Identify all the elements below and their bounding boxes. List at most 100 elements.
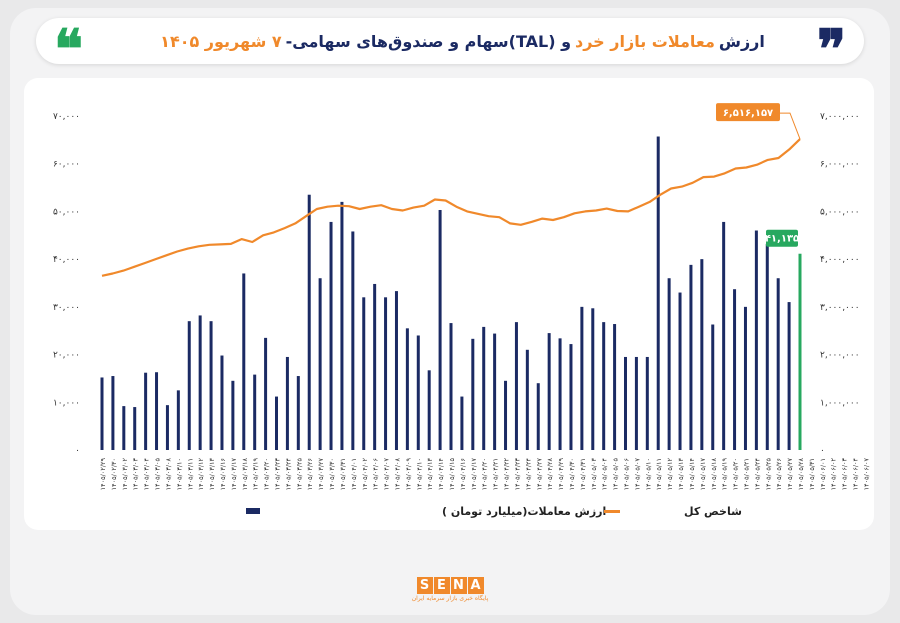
logo-letter: A [467, 577, 484, 594]
x-tick-label: ۱۴۰۵/۰۴/۲۴ [524, 457, 532, 490]
x-tick-label: ۱۴۰۵/۰۵/۰۴ [601, 457, 609, 490]
callouts: ۴۱,۱۳۵ ۶,۵۱۶,۱۵۷ [716, 103, 801, 247]
x-tick-label: ۱۴۰۵/۰۵/۱۴ [688, 457, 696, 490]
x-tick-label: ۱۴۰۵/۰۵/۱۸ [710, 457, 718, 490]
x-tick-label: ۱۴۰۵/۰۲/۳۰ [110, 458, 118, 490]
right-tick-label: ۶,۰۰۰,۰۰۰ [820, 160, 860, 170]
last-bar-callout-label: ۴۱,۱۳۵ [765, 234, 799, 245]
right-axis: ۰ ۱,۰۰۰,۰۰۰ ۲,۰۰۰,۰۰۰ ۳,۰۰۰,۰۰۰ ۴,۰۰۰,۰۰۰ ۵,۰… [820, 112, 860, 456]
x-tick-label: ۱۴۰۵/۰۳/۱۲ [197, 457, 205, 490]
bar [296, 376, 300, 450]
bar [558, 338, 562, 450]
x-tick-label: ۱۴۰۵/۰۵/۱۲ [666, 457, 674, 490]
logo-letter: E [433, 577, 450, 594]
x-tick-label: ۱۴۰۵/۰۳/۰۸ [164, 457, 172, 490]
bar [144, 372, 148, 450]
bar [176, 390, 180, 450]
left-tick-label: ۱۰,۰۰۰ [53, 398, 80, 408]
x-tick-label: ۱۴۰۵/۰۶/۰۷ [862, 457, 870, 490]
x-tick-label: ۱۴۰۵/۰۴/۲۸ [546, 457, 554, 490]
bar [329, 221, 333, 450]
title-part-1: ارزش [718, 31, 765, 51]
bar [667, 278, 671, 450]
bar [460, 396, 464, 450]
bar [449, 323, 453, 450]
bar [340, 201, 344, 450]
left-tick-label: ۷۰,۰۰۰ [53, 112, 80, 122]
bar [373, 283, 377, 450]
bar [438, 209, 442, 450]
bar [187, 321, 191, 450]
quote-close-icon: ❞ [816, 17, 846, 81]
bar [798, 253, 802, 450]
x-tick-label: ۱۴۰۵/۰۴/۱۷ [470, 457, 478, 490]
logo-letter: N [450, 577, 467, 594]
x-tick-label: ۱۴۰۵/۰۲/۲۹ [99, 457, 107, 490]
logo-subtitle: پایگاه خبری بازار سرمایه ایران [411, 595, 489, 602]
bar [711, 324, 715, 450]
bar [656, 136, 660, 450]
x-tick-label: ۱۴۰۵/۰۳/۱۹ [252, 457, 260, 490]
x-tick-label: ۱۴۰۵/۰۳/۰۳ [132, 457, 140, 490]
x-tick-label: ۱۴۰۵/۰۶/۰۱ [819, 458, 827, 490]
x-tick-label: ۱۴۰۵/۰۳/۲۶ [306, 458, 314, 490]
bar [275, 396, 278, 450]
x-tick-label: ۱۴۰۵/۰۵/۲۴ [753, 457, 761, 490]
left-tick-label: ۶۰,۰۰۰ [53, 160, 80, 170]
bar [678, 292, 682, 450]
x-tick-label: ۱۴۰۵/۰۳/۰۴ [143, 457, 151, 490]
x-tick-label: ۱۴۰۵/۰۶/۰۴ [852, 457, 860, 490]
legend-bars-swatch [246, 508, 260, 514]
bar [569, 344, 573, 450]
x-tick-label: ۱۴۰۵/۰۴/۲۱ [492, 458, 500, 490]
bar [165, 405, 169, 450]
x-tick-label: ۱۴۰۵/۰۴/۰۸ [393, 457, 401, 490]
line-series [101, 138, 801, 277]
x-tick-label: ۱۴۰۵/۰۴/۳۱ [579, 458, 587, 490]
bar [198, 315, 202, 450]
bar [787, 302, 791, 450]
x-tick-label: ۱۴۰۵/۰۴/۲۹ [557, 457, 565, 490]
x-tick-label: ۱۴۰۵/۰۳/۲۴ [284, 457, 292, 490]
line-callout-leader [780, 112, 801, 140]
x-tick-label: ۱۴۰۵/۰۵/۲۵ [764, 457, 772, 490]
x-tick-label: ۱۴۰۵/۰۳/۱۰ [175, 458, 183, 490]
right-tick-label: ۵,۰۰۰,۰۰۰ [820, 207, 860, 217]
x-tick-label: ۱۴۰۵/۰۶/۰۳ [841, 457, 849, 490]
x-tick-label: ۱۴۰۵/۰۵/۲۱ [742, 458, 750, 490]
title-part-3: و (TAL)سهام و صندوق‌های سهامی- [285, 31, 572, 51]
right-tick-label: ۷,۰۰۰,۰۰۰ [820, 112, 860, 122]
bar [547, 333, 551, 450]
bar [384, 297, 388, 450]
right-tick-label: ۰ [820, 446, 825, 456]
bar [765, 243, 769, 450]
x-tick-label: ۱۴۰۵/۰۴/۱۳ [426, 457, 434, 490]
bar [253, 374, 257, 450]
x-tick-label: ۱۴۰۵/۰۵/۲۰ [732, 458, 740, 490]
x-tick-label: ۱۴۰۵/۰۶/۰۲ [830, 457, 838, 490]
x-tick-label: ۱۴۰۵/۰۵/۰۷ [633, 457, 641, 490]
bar [504, 380, 508, 450]
quote-open-icon: ❝ [54, 17, 84, 81]
bar [536, 383, 540, 450]
x-tick-label: ۱۴۰۵/۰۵/۲۶ [775, 458, 783, 490]
x-tick-label: ۱۴۰۵/۰۳/۲۰ [263, 458, 271, 490]
x-tick-label: ۱۴۰۵/۰۵/۱۰ [644, 458, 652, 490]
x-tick-label: ۱۴۰۵/۰۴/۰۲ [361, 457, 369, 490]
x-tick-label: ۱۴۰۵/۰۴/۱۵ [448, 457, 456, 490]
bar [285, 356, 289, 450]
index-line [101, 138, 801, 277]
x-tick-label: ۱۴۰۵/۰۴/۱۶ [459, 458, 467, 490]
bar [591, 308, 595, 450]
bar [624, 356, 627, 450]
x-tick-label: ۱۴۰۵/۰۳/۱۷ [230, 457, 238, 490]
bar [471, 338, 475, 450]
right-tick-label: ۴,۰۰۰,۰۰۰ [820, 255, 860, 265]
left-tick-label: ۴۰,۰۰۰ [53, 255, 80, 265]
legend-line-label: شاخص کل [684, 505, 742, 518]
x-tick-label: ۱۴۰۵/۰۵/۰۶ [623, 458, 631, 490]
line-callout-box [716, 103, 780, 122]
x-tick-label: ۱۴۰۵/۰۵/۱۹ [721, 457, 729, 490]
x-tick-label: ۱۴۰۵/۰۳/۳۰ [328, 458, 336, 490]
